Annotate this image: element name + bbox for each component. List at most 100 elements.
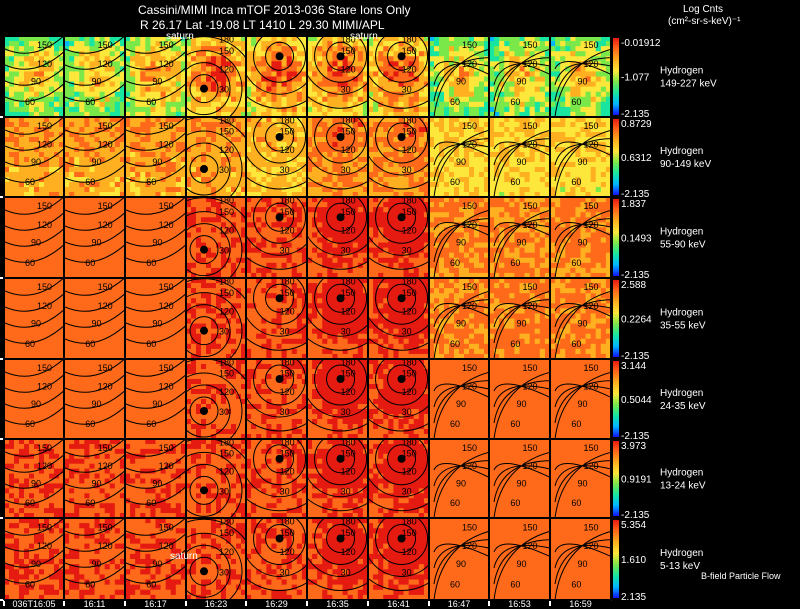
panel-r4-c1: 150 120 90 60 xyxy=(64,359,126,440)
saturn-marker xyxy=(275,133,284,141)
panel-r6-c8: 150 120 90 60 xyxy=(489,518,551,601)
contour-label: 60 xyxy=(450,177,460,187)
contour-label: 60 xyxy=(85,498,95,508)
contour-label: 30 xyxy=(280,165,290,175)
contour-label: 60 xyxy=(25,177,35,187)
saturn-marker xyxy=(397,294,406,303)
time-label: 16:47 xyxy=(448,599,471,609)
contour-label: 90 xyxy=(92,559,102,569)
contour-label: 150 xyxy=(341,288,356,298)
contour-label: 180 xyxy=(341,115,356,125)
contour-label: 150 xyxy=(280,207,295,217)
contour-label: 120 xyxy=(37,381,52,391)
contour-label: 180 xyxy=(219,115,234,125)
contour-label: 120 xyxy=(341,387,356,397)
contour-label: 120 xyxy=(98,59,113,69)
contour-label: 90 xyxy=(456,319,466,329)
contour-label: 150 xyxy=(159,522,174,532)
contour-label: 120 xyxy=(462,381,477,391)
contour-lines xyxy=(307,359,368,432)
saturn-marker xyxy=(200,165,208,173)
contour-lines xyxy=(368,117,429,190)
contour-lines xyxy=(433,129,489,197)
panel-r0-c8: 150 120 90 60 xyxy=(489,36,551,118)
contour-label: 120 xyxy=(98,139,113,149)
time-label: 16:11 xyxy=(84,599,106,609)
contour-label: 60 xyxy=(25,580,35,590)
panel-r4-c8: 150 120 90 60 xyxy=(489,359,551,440)
panel-r1-c5: 150 180 120 30 xyxy=(307,115,369,198)
contour-lines xyxy=(125,439,186,505)
contour-label: 60 xyxy=(571,419,581,429)
contour-label: 60 xyxy=(510,580,520,590)
contour-label: 150 xyxy=(159,40,174,50)
contour-label: 60 xyxy=(85,177,95,187)
contour-label: 150 xyxy=(219,46,234,56)
contour-lines xyxy=(493,290,550,359)
contour-label: 60 xyxy=(450,419,460,429)
band-energy: 149-227 keV xyxy=(660,79,717,90)
contour-label: 150 xyxy=(523,40,538,50)
contour-lines xyxy=(493,371,550,439)
contour-label: 150 xyxy=(584,40,599,50)
contour-label: 120 xyxy=(159,461,174,471)
contour-label: 120 xyxy=(159,301,174,311)
contour-label: 120 xyxy=(341,306,356,316)
contour-lines xyxy=(554,209,611,278)
contour-lines xyxy=(246,278,307,351)
time-label: 16:35 xyxy=(326,599,349,609)
contour-lines xyxy=(433,290,489,359)
panel-r1-c6: 150 180 120 30 xyxy=(368,115,430,198)
panel-r4-c5: 150 180 120 30 xyxy=(307,357,369,440)
contour-label: 150 xyxy=(523,522,538,532)
contour-label: 120 xyxy=(98,381,113,391)
time-label: 16:59 xyxy=(569,599,592,609)
contour-lines xyxy=(4,518,64,584)
contour-label: 30 xyxy=(402,165,412,175)
contour-label: 120 xyxy=(523,301,538,311)
colorbar-min: -2.135 xyxy=(621,270,650,281)
contour-label: 150 xyxy=(402,528,417,538)
contour-label: 120 xyxy=(462,301,477,311)
panel-r4-c2: 150 120 90 60 xyxy=(125,359,187,440)
time-label: 16:17 xyxy=(144,599,167,609)
saturn-marker xyxy=(275,294,284,303)
contour-label: 60 xyxy=(25,97,35,107)
contour-label: 90 xyxy=(456,77,466,87)
contour-label: 120 xyxy=(219,65,234,75)
band-species: Hydrogen xyxy=(660,227,703,238)
contour-label: 60 xyxy=(510,339,520,349)
colorbar-6 xyxy=(613,520,619,598)
contour-lines xyxy=(4,117,64,183)
colorbar-mid: 0.5044 xyxy=(621,395,652,406)
contour-label: 90 xyxy=(456,478,466,488)
contour-label: 180 xyxy=(219,196,234,206)
contour-lines xyxy=(493,129,550,197)
contour-label: 120 xyxy=(219,467,234,477)
saturn-marker xyxy=(397,375,406,383)
contour-label: 150 xyxy=(219,369,234,379)
contour-label: 150 xyxy=(341,448,356,458)
panel-r0-c7: 150 120 90 60 xyxy=(429,36,490,118)
contour-label: 60 xyxy=(25,419,35,429)
contour-label: 120 xyxy=(280,467,295,477)
colorbar-min: -2.135 xyxy=(621,189,650,200)
contour-label: 60 xyxy=(146,580,156,590)
contour-label: 150 xyxy=(280,528,295,538)
time-label: 16:29 xyxy=(265,599,288,609)
contour-label: 120 xyxy=(462,59,477,69)
contour-label: 120 xyxy=(159,59,174,69)
panel-r3-c0: 150 120 90 60 xyxy=(4,278,65,360)
contour-label: 30 xyxy=(402,567,412,577)
contour-label: 150 xyxy=(98,522,113,532)
contour-lines xyxy=(246,359,307,432)
contour-label: 180 xyxy=(341,35,356,45)
contour-label: 60 xyxy=(146,339,156,349)
contour-label: 30 xyxy=(219,165,229,175)
contour-label: 90 xyxy=(578,157,588,167)
colorbar-max: 3.144 xyxy=(621,361,646,372)
